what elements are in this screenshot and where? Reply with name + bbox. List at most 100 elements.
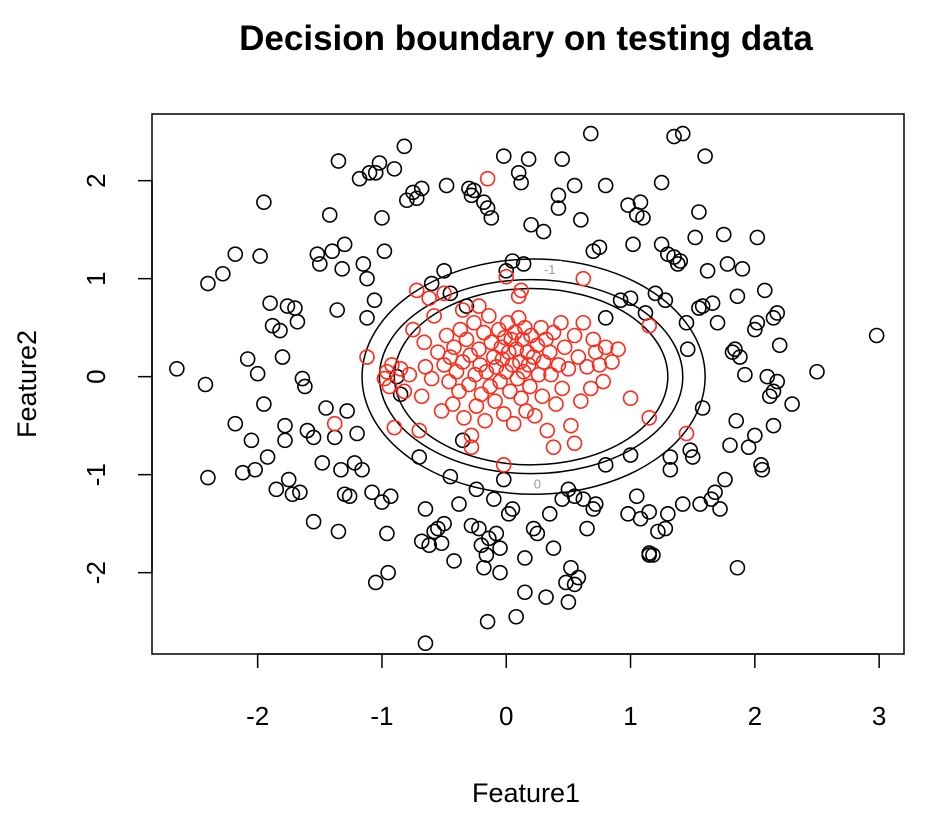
data-point — [280, 471, 297, 488]
data-point — [359, 310, 375, 326]
data-point — [641, 504, 657, 520]
data-point — [641, 410, 657, 426]
data-point — [535, 223, 552, 240]
data-point — [396, 138, 413, 155]
data-point — [392, 386, 409, 403]
data-point — [765, 310, 782, 326]
data-point — [674, 125, 691, 142]
data-point — [467, 366, 483, 383]
data-point — [554, 151, 570, 167]
y-tick-label: 1 — [81, 271, 111, 285]
data-point — [392, 361, 409, 377]
data-point — [243, 432, 260, 449]
data-point — [560, 361, 577, 377]
data-point — [386, 161, 403, 177]
x-tick-label: 0 — [499, 701, 513, 731]
data-point — [566, 435, 583, 452]
data-point — [587, 496, 604, 512]
data-point — [433, 535, 450, 552]
data-point — [279, 298, 296, 314]
data-point — [426, 523, 442, 540]
data-point — [384, 357, 400, 373]
data-point — [495, 457, 512, 473]
data-point — [660, 506, 676, 522]
data-point — [550, 187, 567, 204]
data-point — [754, 461, 771, 478]
data-point — [486, 491, 502, 507]
data-point — [361, 165, 378, 181]
data-point — [249, 365, 266, 382]
data-point — [471, 341, 487, 358]
data-point — [635, 210, 651, 226]
data-point — [529, 337, 546, 354]
data-point — [492, 540, 508, 556]
data-point — [597, 310, 614, 326]
data-point — [462, 347, 479, 363]
data-point — [520, 357, 537, 373]
data-point — [386, 419, 403, 436]
data-point — [684, 449, 701, 465]
data-point — [566, 177, 583, 194]
contour-label: 0 — [534, 476, 541, 491]
data-point — [463, 427, 480, 444]
data-point — [256, 396, 272, 412]
data-point — [477, 412, 493, 429]
data-point — [376, 370, 393, 387]
data-point — [769, 305, 786, 321]
data-point — [679, 341, 696, 358]
data-point — [769, 373, 786, 390]
data-point — [765, 383, 782, 400]
data-point — [364, 484, 380, 501]
data-point — [468, 481, 485, 498]
data-point — [466, 314, 482, 331]
data-point — [622, 447, 639, 463]
x-axis-label: Feature1 — [472, 778, 580, 808]
data-point — [466, 182, 482, 199]
data-point — [436, 285, 452, 302]
data-point — [719, 256, 736, 272]
data-point — [697, 148, 713, 164]
data-point — [504, 357, 521, 373]
data-point — [504, 253, 521, 269]
data-point — [382, 488, 399, 505]
data-point — [749, 229, 766, 246]
data-point — [527, 408, 543, 424]
data-point — [771, 337, 788, 354]
data-point — [374, 494, 390, 510]
data-point — [297, 378, 313, 395]
data-point — [476, 324, 492, 341]
data-point — [582, 125, 599, 142]
data-point — [674, 496, 691, 512]
data-point — [694, 400, 711, 416]
data-point — [376, 243, 393, 260]
data-point — [438, 327, 455, 344]
data-point — [543, 366, 559, 383]
data-point — [411, 422, 428, 439]
data-point — [314, 455, 331, 471]
data-point — [417, 359, 434, 375]
data-point — [525, 520, 542, 537]
data-point — [417, 501, 434, 517]
data-point — [374, 210, 390, 226]
data-point — [492, 564, 508, 581]
data-point — [566, 488, 583, 505]
data-point — [498, 268, 515, 285]
contour-label: -1 — [544, 262, 556, 277]
data-point — [570, 569, 587, 586]
data-point — [381, 378, 398, 395]
data-point — [747, 427, 763, 444]
data-point — [481, 308, 497, 324]
data-point — [545, 439, 562, 456]
data-point — [517, 584, 533, 601]
data-point — [458, 298, 475, 314]
data-point — [334, 261, 350, 277]
data-point — [486, 349, 502, 365]
data-point — [197, 376, 214, 393]
data-point — [545, 324, 562, 341]
data-point — [262, 295, 278, 311]
data-point — [227, 246, 244, 262]
data-point — [704, 295, 721, 311]
data-point — [548, 396, 564, 412]
data-point — [259, 449, 276, 465]
